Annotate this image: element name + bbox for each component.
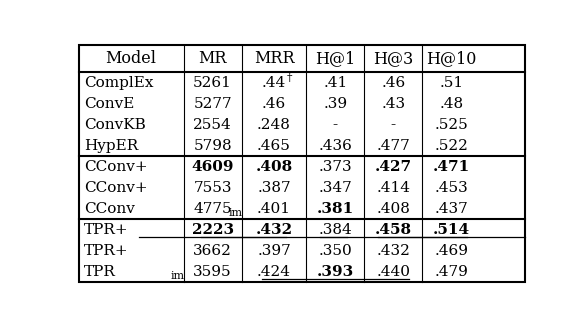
Text: HypER: HypER	[84, 139, 138, 153]
Text: 2554: 2554	[193, 118, 232, 132]
Text: CConv+: CConv+	[84, 181, 148, 195]
Text: .477: .477	[377, 139, 410, 153]
Text: .469: .469	[434, 244, 468, 258]
Text: TPR: TPR	[84, 265, 116, 279]
Text: H@1: H@1	[315, 50, 356, 67]
Text: -: -	[391, 118, 396, 132]
Text: 3595: 3595	[193, 265, 232, 279]
Text: .414: .414	[376, 181, 410, 195]
Text: .440: .440	[376, 265, 410, 279]
Text: .48: .48	[440, 97, 464, 111]
Text: H@3: H@3	[373, 50, 414, 67]
Text: .525: .525	[435, 118, 468, 132]
Text: .248: .248	[257, 118, 291, 132]
Text: .44: .44	[262, 76, 286, 90]
Text: CConv+: CConv+	[84, 160, 148, 174]
Text: .41: .41	[323, 76, 347, 90]
Text: 5261: 5261	[193, 76, 232, 90]
Text: ConvKB: ConvKB	[84, 118, 146, 132]
Text: .453: .453	[435, 181, 468, 195]
Text: †: †	[287, 73, 292, 83]
Text: .381: .381	[317, 202, 354, 216]
Text: .427: .427	[375, 160, 412, 174]
Text: im: im	[171, 271, 185, 281]
Text: 5798: 5798	[193, 139, 232, 153]
Text: .432: .432	[255, 223, 292, 237]
Text: .514: .514	[433, 223, 470, 237]
Text: MRR: MRR	[254, 50, 294, 67]
Text: .458: .458	[375, 223, 412, 237]
Text: .347: .347	[319, 181, 352, 195]
Text: .401: .401	[257, 202, 291, 216]
Text: .522: .522	[435, 139, 468, 153]
Text: .384: .384	[319, 223, 352, 237]
Text: Model: Model	[105, 50, 156, 67]
Text: .43: .43	[381, 97, 406, 111]
Text: 4609: 4609	[192, 160, 234, 174]
Text: TPR+: TPR+	[84, 244, 129, 258]
Text: ComplEx: ComplEx	[84, 76, 154, 90]
Text: CConv: CConv	[84, 202, 135, 216]
Text: .471: .471	[433, 160, 470, 174]
Text: .479: .479	[435, 265, 468, 279]
Text: TPR+: TPR+	[84, 223, 129, 237]
Text: -: -	[333, 118, 338, 132]
Text: .436: .436	[318, 139, 352, 153]
Text: 5277: 5277	[193, 97, 232, 111]
Text: MR: MR	[199, 50, 227, 67]
Text: .46: .46	[262, 97, 286, 111]
Text: .39: .39	[323, 97, 347, 111]
Text: .51: .51	[440, 76, 464, 90]
Text: .424: .424	[257, 265, 291, 279]
Text: .350: .350	[319, 244, 352, 258]
Text: ConvE: ConvE	[84, 97, 134, 111]
Text: .373: .373	[319, 160, 352, 174]
Text: 7553: 7553	[193, 181, 232, 195]
Text: 3662: 3662	[193, 244, 232, 258]
Text: .408: .408	[376, 202, 410, 216]
Text: im: im	[229, 208, 243, 218]
Text: .46: .46	[381, 76, 406, 90]
Text: .432: .432	[376, 244, 410, 258]
Text: .465: .465	[257, 139, 291, 153]
Text: 2223: 2223	[192, 223, 234, 237]
Text: .397: .397	[257, 244, 291, 258]
Text: .387: .387	[257, 181, 291, 195]
Text: .393: .393	[317, 265, 354, 279]
Text: .408: .408	[255, 160, 292, 174]
Text: H@10: H@10	[426, 50, 476, 67]
Text: .437: .437	[435, 202, 468, 216]
Text: 4775: 4775	[193, 202, 232, 216]
